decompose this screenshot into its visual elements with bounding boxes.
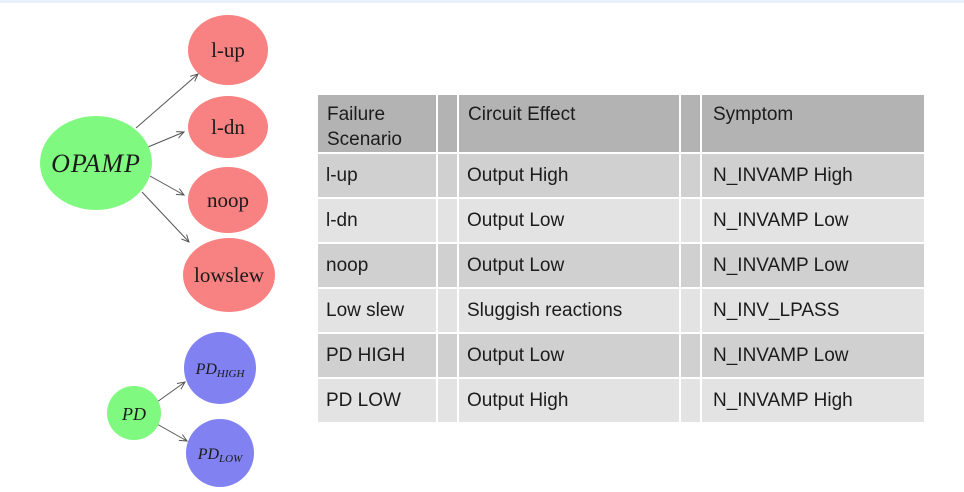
node-pd-low xyxy=(186,419,254,487)
table-header-symptom: Symptom xyxy=(702,95,924,152)
edge-opamp-ldn xyxy=(147,132,184,148)
cell-scenario: noop xyxy=(318,244,436,287)
node-pd-low-label: PDLOW xyxy=(197,446,243,465)
node-lowslew xyxy=(183,238,275,312)
cell-symptom: N_INVAMP Low xyxy=(702,199,924,242)
node-l-up-label: l-up xyxy=(211,38,245,62)
cell-symptom: N_INVAMP Low xyxy=(702,244,924,287)
opamp-tree: OPAMP l-up l-dn noop lowslew xyxy=(40,15,275,312)
cell-spacer xyxy=(438,379,457,422)
cell-effect: Sluggish reactions xyxy=(459,289,679,332)
cell-effect: Output Low xyxy=(459,334,679,377)
table-header-failure-scenario: Failure Scenario xyxy=(318,95,436,152)
cell-spacer xyxy=(438,244,457,287)
cell-spacer xyxy=(681,244,700,287)
table-header-spacer-2 xyxy=(681,95,700,152)
cell-scenario: PD LOW xyxy=(318,379,436,422)
node-l-dn xyxy=(188,96,268,158)
cell-scenario: PD HIGH xyxy=(318,334,436,377)
node-noop-label: noop xyxy=(207,188,249,212)
cell-scenario: l-dn xyxy=(318,199,436,242)
edge-pd-pdhigh xyxy=(156,382,185,403)
node-l-up xyxy=(188,15,268,85)
cell-effect: Output Low xyxy=(459,199,679,242)
node-opamp-label: OPAMP xyxy=(51,149,141,178)
cell-effect: Output Low xyxy=(459,244,679,287)
edge-opamp-lup xyxy=(135,74,198,129)
cell-spacer xyxy=(681,154,700,197)
edge-opamp-lowslew xyxy=(141,191,189,242)
node-opamp xyxy=(40,116,152,210)
node-pd-label: PD xyxy=(121,404,146,424)
cell-spacer xyxy=(438,334,457,377)
cell-spacer xyxy=(438,154,457,197)
cell-effect: Output High xyxy=(459,379,679,422)
edge-opamp-noop xyxy=(149,175,184,195)
failure-table: Failure Scenario Circuit Effect Symptom … xyxy=(318,95,924,422)
cell-scenario: Low slew xyxy=(318,289,436,332)
fault-tree-diagram: OPAMP l-up l-dn noop lowslew PD PDHIGH P… xyxy=(40,15,275,487)
cell-scenario: l-up xyxy=(318,154,436,197)
cell-spacer xyxy=(681,379,700,422)
node-l-dn-label: l-dn xyxy=(211,115,245,139)
pd-tree: PD PDHIGH PDLOW xyxy=(107,332,256,487)
cell-symptom: N_INV_LPASS xyxy=(702,289,924,332)
top-accent-bar xyxy=(0,0,964,3)
cell-spacer xyxy=(681,199,700,242)
node-lowslew-label: lowslew xyxy=(194,263,265,287)
table-header-spacer-1 xyxy=(438,95,457,152)
cell-spacer xyxy=(438,199,457,242)
cell-symptom: N_INVAMP High xyxy=(702,154,924,197)
cell-symptom: N_INVAMP Low xyxy=(702,334,924,377)
cell-spacer xyxy=(681,289,700,332)
node-noop xyxy=(188,167,268,233)
cell-effect: Output High xyxy=(459,154,679,197)
cell-spacer xyxy=(681,334,700,377)
table-header-circuit-effect: Circuit Effect xyxy=(459,95,679,152)
cell-symptom: N_INVAMP High xyxy=(702,379,924,422)
node-pd-high-label: PDHIGH xyxy=(195,361,246,380)
node-pd xyxy=(107,386,161,440)
edge-pd-pdlow xyxy=(156,423,187,441)
cell-spacer xyxy=(438,289,457,332)
node-pd-high xyxy=(184,332,256,404)
